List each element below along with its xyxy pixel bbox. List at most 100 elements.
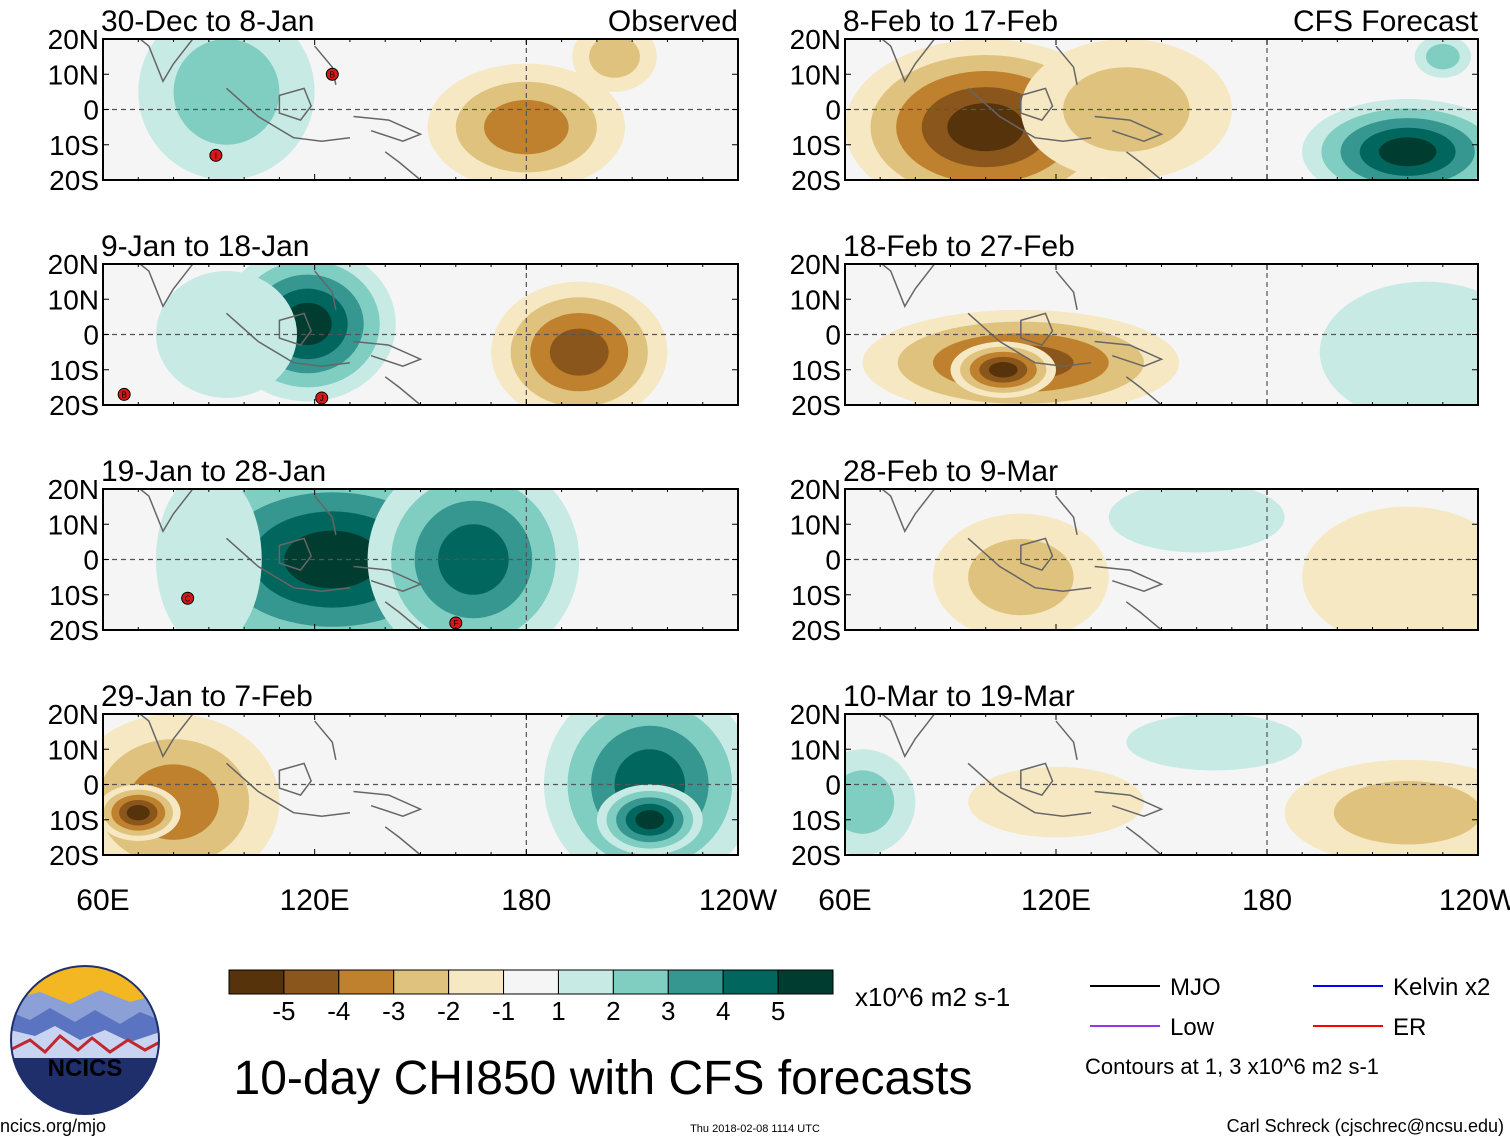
colorbar-swatch bbox=[228, 969, 285, 995]
colorbar-swatch bbox=[612, 969, 669, 995]
y-tick-label: 10S bbox=[791, 580, 841, 611]
coastlines bbox=[138, 489, 423, 630]
panel-3: B J 20N 10N 0 10S 20S 9-Jan to 18-Jan bbox=[48, 230, 739, 421]
y-tick-label: 0 bbox=[83, 545, 99, 576]
legend-label: Kelvin x2 bbox=[1393, 974, 1490, 1001]
logo-text: NCICS bbox=[48, 1055, 123, 1082]
storm-id: C bbox=[185, 594, 191, 603]
panel-period: 29-Jan to 7-Feb bbox=[101, 680, 313, 713]
legend: MJO Kelvin x2 Low ER bbox=[1090, 974, 1490, 1041]
anomaly-blob bbox=[483, 99, 569, 155]
y-tick-label: 10N bbox=[48, 734, 99, 765]
y-tick-label: 10S bbox=[791, 805, 841, 836]
colorbar-swatch bbox=[283, 969, 340, 995]
storm-marker bbox=[117, 387, 131, 401]
x-tick-label: 180 bbox=[501, 884, 551, 917]
storm-id: B bbox=[121, 390, 126, 399]
panel-source-label: CFS Forecast bbox=[1293, 5, 1479, 38]
y-tick-label: 10S bbox=[791, 130, 841, 161]
colorbar-swatch bbox=[777, 969, 834, 995]
x-tick-label: 60E bbox=[76, 884, 129, 917]
footer-website: ncics.org/mjo bbox=[0, 1116, 106, 1136]
ncics-logo: NCICS bbox=[10, 965, 160, 1115]
colorbar-label: -1 bbox=[492, 996, 515, 1026]
legend-label: MJO bbox=[1170, 974, 1221, 1001]
y-tick-label: 20N bbox=[48, 249, 99, 280]
y-tick-label: 20S bbox=[791, 840, 841, 871]
y-tick-label: 20N bbox=[48, 24, 99, 55]
y-tick-label: 20S bbox=[49, 390, 99, 421]
x-tick-label: 120W bbox=[1439, 884, 1510, 917]
colorbar-units: x10^6 m2 s-1 bbox=[855, 982, 1010, 1012]
panel-4: 20N 10N 0 10S 20S 18-Feb to 27-Feb bbox=[790, 230, 1479, 421]
y-tick-label: 10N bbox=[790, 59, 841, 90]
anomaly-blob bbox=[155, 271, 298, 398]
storm-marker bbox=[209, 148, 223, 162]
anomaly-blob bbox=[1302, 506, 1478, 630]
anomaly-blob bbox=[845, 770, 895, 834]
anomaly-blob bbox=[549, 328, 609, 376]
y-tick-label: 10S bbox=[49, 580, 99, 611]
colorbar-label: 5 bbox=[771, 996, 785, 1026]
panel-period: 30-Dec to 8-Jan bbox=[101, 5, 314, 38]
y-tick-label: 20S bbox=[791, 165, 841, 196]
y-tick-label: 20S bbox=[49, 615, 99, 646]
storm-marker bbox=[181, 591, 195, 605]
y-tick-label: 0 bbox=[825, 95, 841, 126]
anomaly-blob bbox=[988, 362, 1018, 378]
panel-6: 20N 10N 0 10S 20S 28-Feb to 9-Mar bbox=[790, 455, 1479, 646]
storm-id: I bbox=[215, 151, 217, 160]
anomaly-blob bbox=[1378, 137, 1437, 167]
coastlines bbox=[880, 264, 1164, 405]
y-tick-label: 10N bbox=[48, 284, 99, 315]
storm-id: F bbox=[453, 619, 458, 628]
y-tick-label: 0 bbox=[83, 320, 99, 351]
colorbar-swatch bbox=[722, 969, 779, 995]
anomaly-blob bbox=[1333, 780, 1478, 845]
y-tick-label: 20N bbox=[48, 474, 99, 505]
coastlines bbox=[880, 489, 1164, 630]
y-tick-label: 20N bbox=[790, 249, 841, 280]
colorbar-swatch bbox=[503, 969, 559, 995]
colorbar-label: 3 bbox=[661, 996, 675, 1026]
panel-1: B I 20N 10N 0 10S 20S 30-Dec to 8-Jan Observed bbox=[48, 5, 739, 196]
anomaly-blob bbox=[1126, 714, 1303, 771]
anomaly-blob bbox=[1319, 281, 1478, 405]
anomaly-blob bbox=[968, 539, 1074, 616]
coastlines bbox=[138, 714, 423, 855]
y-tick-label: 20N bbox=[790, 474, 841, 505]
x-tick-label: 60E bbox=[818, 884, 871, 917]
y-tick-label: 20S bbox=[49, 165, 99, 196]
anomaly-blob bbox=[1108, 489, 1285, 553]
storm-id: J bbox=[320, 394, 324, 403]
contour-note: Contours at 1, 3 x10^6 m2 s-1 bbox=[1085, 1054, 1379, 1079]
x-tick-label: 120E bbox=[280, 884, 350, 917]
chart-title: 10-day CHI850 with CFS forecasts bbox=[234, 1052, 973, 1105]
y-tick-label: 20N bbox=[48, 699, 99, 730]
panel-period: 28-Feb to 9-Mar bbox=[843, 455, 1058, 488]
x-tick-label: 120E bbox=[1021, 884, 1091, 917]
coastlines bbox=[138, 39, 423, 180]
legend-label: ER bbox=[1393, 1014, 1426, 1041]
panel-period: 18-Feb to 27-Feb bbox=[843, 230, 1075, 263]
anomaly-blob bbox=[1425, 43, 1460, 70]
anomaly-blob bbox=[589, 39, 640, 78]
y-tick-label: 10N bbox=[790, 734, 841, 765]
panel-period: 10-Mar to 19-Mar bbox=[843, 680, 1075, 713]
y-tick-label: 0 bbox=[825, 545, 841, 576]
y-tick-label: 10S bbox=[49, 130, 99, 161]
coastlines bbox=[880, 714, 1164, 855]
colorbar-label: 2 bbox=[606, 996, 620, 1026]
panel-7: 20N 10N 0 10S 20S 29-Jan to 7-Feb bbox=[48, 680, 739, 871]
panel-source-label: Observed bbox=[608, 5, 738, 38]
anomaly-blob bbox=[968, 766, 1144, 838]
colorbar-label: -4 bbox=[327, 996, 350, 1026]
y-tick-label: 10N bbox=[790, 284, 841, 315]
colorbar-swatch bbox=[393, 969, 450, 995]
y-tick-label: 10S bbox=[49, 805, 99, 836]
colorbar-swatch bbox=[338, 969, 395, 995]
anomaly-blob bbox=[173, 39, 280, 145]
y-tick-label: 0 bbox=[825, 770, 841, 801]
storm-id: B bbox=[330, 70, 335, 79]
